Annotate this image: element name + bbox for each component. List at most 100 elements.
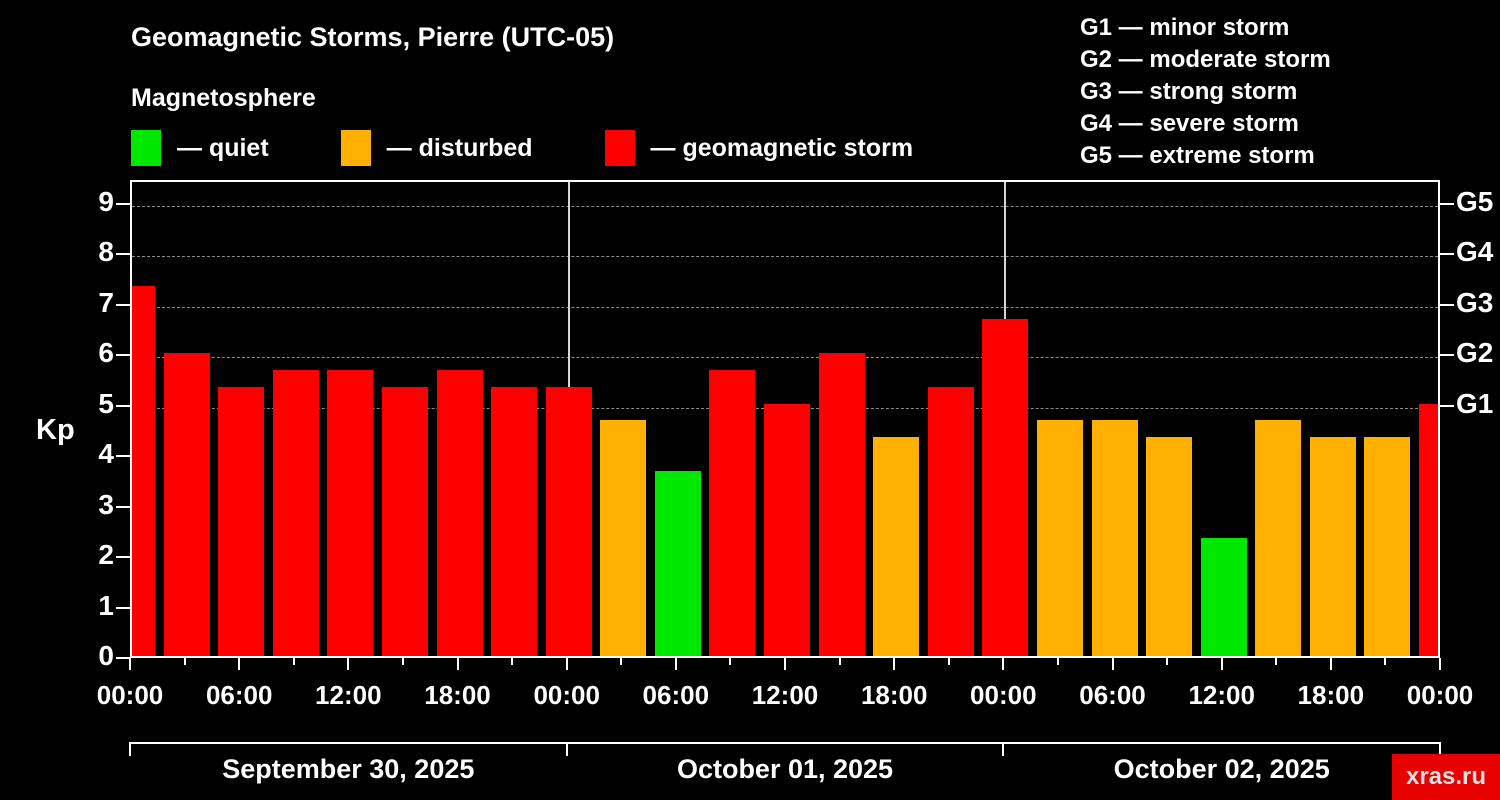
date-tick-mark: [565, 742, 568, 756]
kp-bar: [1146, 437, 1193, 656]
y-tick-label: 9: [98, 185, 114, 217]
y-tick-label: 1: [98, 589, 114, 621]
kp-bar: [1036, 420, 1083, 656]
x-tick-label: 00:00: [533, 680, 600, 710]
x-tick-label: 06:00: [1079, 680, 1146, 710]
gridline: [132, 256, 1438, 257]
legend-label-storm: — geomagnetic storm: [650, 133, 914, 162]
x-tick-mark: [565, 658, 568, 670]
date-tick-mark: [129, 742, 131, 756]
chart-title: Geomagnetic Storms, Pierre (UTC-05): [131, 22, 615, 52]
date-label: October 01, 2025: [676, 754, 894, 784]
x-tick-mark: [1275, 658, 1278, 665]
g-level-label: G2: [1456, 337, 1494, 368]
x-tick-label: 00:00: [970, 680, 1037, 710]
y-tick-label: 0: [98, 640, 114, 671]
gridline: [132, 357, 1438, 358]
x-tick-mark: [893, 658, 896, 670]
y-tick-mark: [116, 354, 130, 356]
legend-item-disturbed: — disturbed: [340, 130, 533, 166]
g-tick-mark: [1440, 202, 1454, 205]
x-tick-label: 18:00: [1297, 680, 1365, 710]
x-tick-mark: [1111, 658, 1114, 670]
x-tick-mark: [292, 658, 295, 665]
storm-color-swatch: [604, 130, 635, 166]
x-tick-label: 12:00: [751, 680, 819, 710]
x-tick-mark: [620, 658, 623, 665]
x-tick-label: 06:00: [205, 680, 273, 710]
kp-bar: [163, 353, 210, 656]
x-tick-mark: [456, 658, 459, 670]
quiet-color-swatch: [131, 130, 161, 166]
g-level-label: G1: [1456, 387, 1494, 419]
x-tick-mark: [838, 658, 841, 665]
x-tick-mark: [238, 658, 241, 670]
x-tick-label: 06:00: [642, 680, 710, 710]
chart-subtitle: Magnetosphere: [131, 84, 316, 112]
g4-legend-line: G4 — severe storm: [1080, 110, 1299, 137]
kp-bar: [436, 369, 483, 656]
g-level-label: G3: [1456, 286, 1494, 318]
legend-label-quiet: — quiet: [177, 133, 269, 162]
magnetosphere-legend: — quiet — disturbed — geomagnetic storm: [131, 130, 985, 166]
g-level-label: G4: [1456, 236, 1494, 267]
g-tick-mark: [1440, 404, 1454, 407]
y-tick-label: 6: [98, 337, 114, 368]
kp-bar: [818, 353, 865, 656]
kp-bar: [1309, 437, 1356, 656]
kp-bar: [381, 386, 428, 656]
x-tick-mark: [784, 658, 786, 670]
legend-item-storm: — geomagnetic storm: [604, 130, 914, 166]
kp-bar: [982, 319, 1029, 656]
x-tick-mark: [347, 658, 350, 670]
y-tick-mark: [116, 455, 130, 457]
kp-bar: [600, 420, 647, 656]
legend-label-disturbed: — disturbed: [386, 133, 533, 162]
x-tick-mark: [511, 658, 514, 665]
x-tick-label: 12:00: [315, 680, 382, 710]
x-tick-label: 18:00: [424, 680, 491, 710]
y-tick-mark: [116, 202, 130, 205]
gridline: [132, 306, 1438, 308]
kp-bar: [1091, 420, 1138, 656]
y-tick-label: 2: [98, 539, 114, 570]
y-tick-mark: [116, 657, 130, 659]
x-tick-mark: [1002, 658, 1005, 670]
y-tick-mark: [116, 606, 130, 609]
x-tick-mark: [1220, 658, 1223, 670]
disturbed-color-swatch: [340, 130, 371, 166]
y-tick-label: 4: [98, 438, 114, 469]
x-tick-label: 00:00: [1406, 680, 1474, 710]
xras-watermark: xras.ru: [1392, 754, 1500, 800]
y-tick-label: 5: [98, 387, 114, 419]
g-scale-legend: G1 — minor storm G2 — moderate storm G3 …: [1080, 12, 1331, 172]
date-axis-line: [130, 742, 1440, 744]
date-tick-mark: [1002, 742, 1005, 756]
x-tick-mark: [1166, 658, 1169, 665]
date-tick-mark: [1439, 742, 1441, 756]
g-tick-mark: [1440, 354, 1454, 356]
x-tick-mark: [729, 658, 732, 665]
kp-bar: [545, 386, 592, 656]
y-tick-mark: [116, 253, 130, 255]
kp-bar: [1255, 420, 1302, 656]
x-tick-mark: [401, 658, 404, 665]
plot-area: [130, 180, 1440, 658]
x-tick-mark: [674, 658, 677, 670]
x-tick-label: 18:00: [860, 680, 928, 710]
x-tick-mark: [1439, 658, 1441, 670]
date-label: September 30, 2025: [222, 754, 475, 784]
kp-bar: [1364, 437, 1411, 656]
g1-legend-line: G1 — minor storm: [1080, 14, 1290, 41]
date-label: October 02, 2025: [1113, 754, 1330, 784]
x-tick-mark: [1384, 658, 1387, 665]
y-tick-label: 8: [98, 236, 114, 267]
g3-legend-line: G3 — strong storm: [1080, 78, 1298, 105]
g2-legend-line: G2 — moderate storm: [1080, 46, 1331, 73]
y-tick-mark: [116, 303, 130, 306]
gridline: [132, 205, 1438, 207]
kp-bar: [1200, 538, 1247, 656]
x-tick-label: 00:00: [96, 680, 164, 710]
y-tick-label: 7: [98, 286, 114, 318]
